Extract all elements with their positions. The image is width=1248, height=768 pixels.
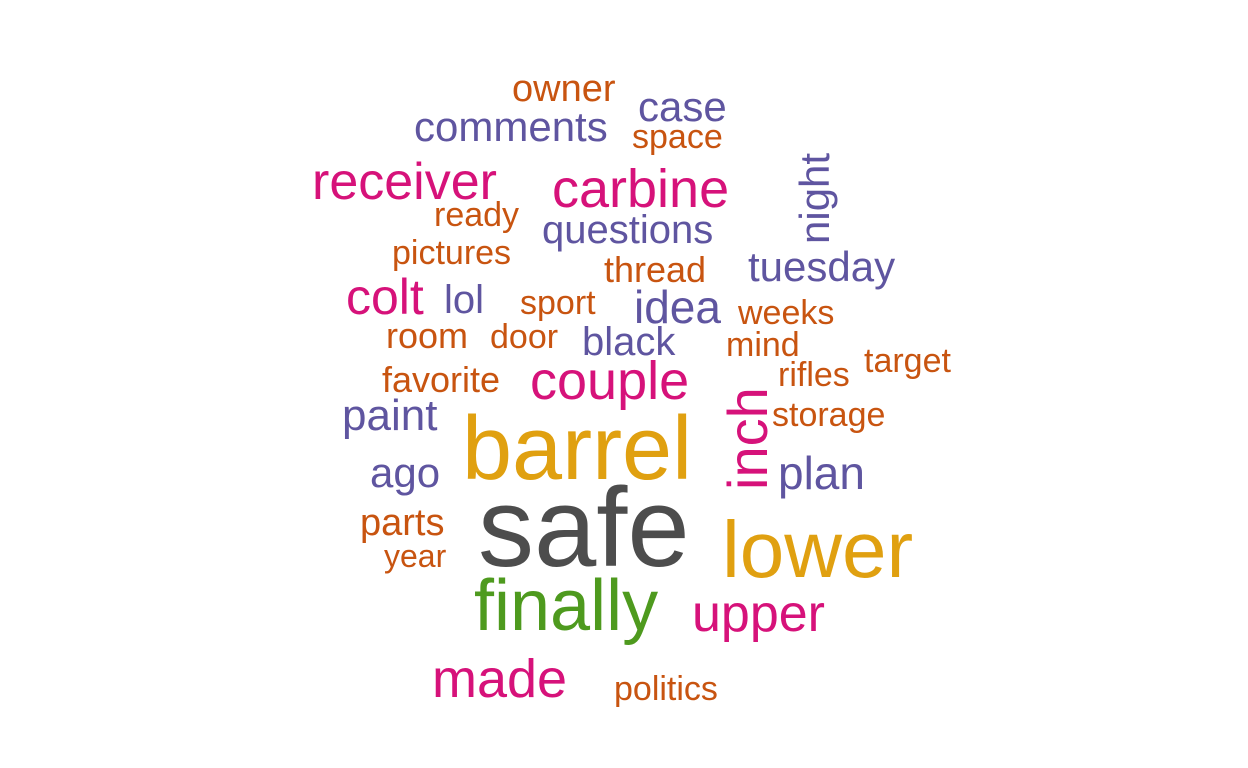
word-upper: upper (692, 585, 825, 643)
word-lower: lower (722, 505, 914, 594)
word-tuesday: tuesday (748, 243, 896, 290)
word-room: room (386, 315, 469, 356)
word-space: space (632, 118, 723, 156)
word-favorite: favorite (382, 359, 501, 400)
word-night: night (791, 152, 838, 244)
word-couple: couple (530, 351, 690, 411)
word-parts: parts (360, 502, 445, 544)
word-plan: plan (778, 447, 865, 499)
word-carbine: carbine (552, 159, 730, 219)
word-owner: owner (512, 68, 616, 110)
word-finally: finally (474, 566, 659, 646)
word-black: black (582, 320, 676, 364)
word-colt: colt (346, 269, 424, 325)
word-paint: paint (342, 391, 438, 440)
word-politics: politics (614, 670, 718, 708)
word-inch: inch (716, 387, 779, 490)
word-rifles: rifles (778, 356, 850, 394)
word-thread: thread (604, 249, 707, 290)
word-lol: lol (444, 278, 485, 322)
word-pictures: pictures (392, 234, 512, 272)
word-safe: safe (478, 465, 690, 590)
word-weeks: weeks (738, 294, 835, 332)
word-sport: sport (520, 284, 596, 322)
word-storage: storage (772, 396, 886, 434)
word-door: door (490, 318, 559, 356)
word-questions: questions (542, 208, 714, 252)
word-target: target (864, 342, 951, 380)
word-comments: comments (414, 103, 608, 150)
word-receiver: receiver (312, 153, 497, 211)
word-case: case (638, 83, 727, 130)
word-made: made (432, 649, 568, 709)
word-idea: idea (634, 281, 721, 333)
word-year: year (384, 538, 447, 574)
word-mind: mind (726, 326, 800, 364)
word-ready: ready (434, 196, 520, 234)
word-ago: ago (370, 449, 441, 496)
word-barrel: barrel (462, 399, 693, 499)
